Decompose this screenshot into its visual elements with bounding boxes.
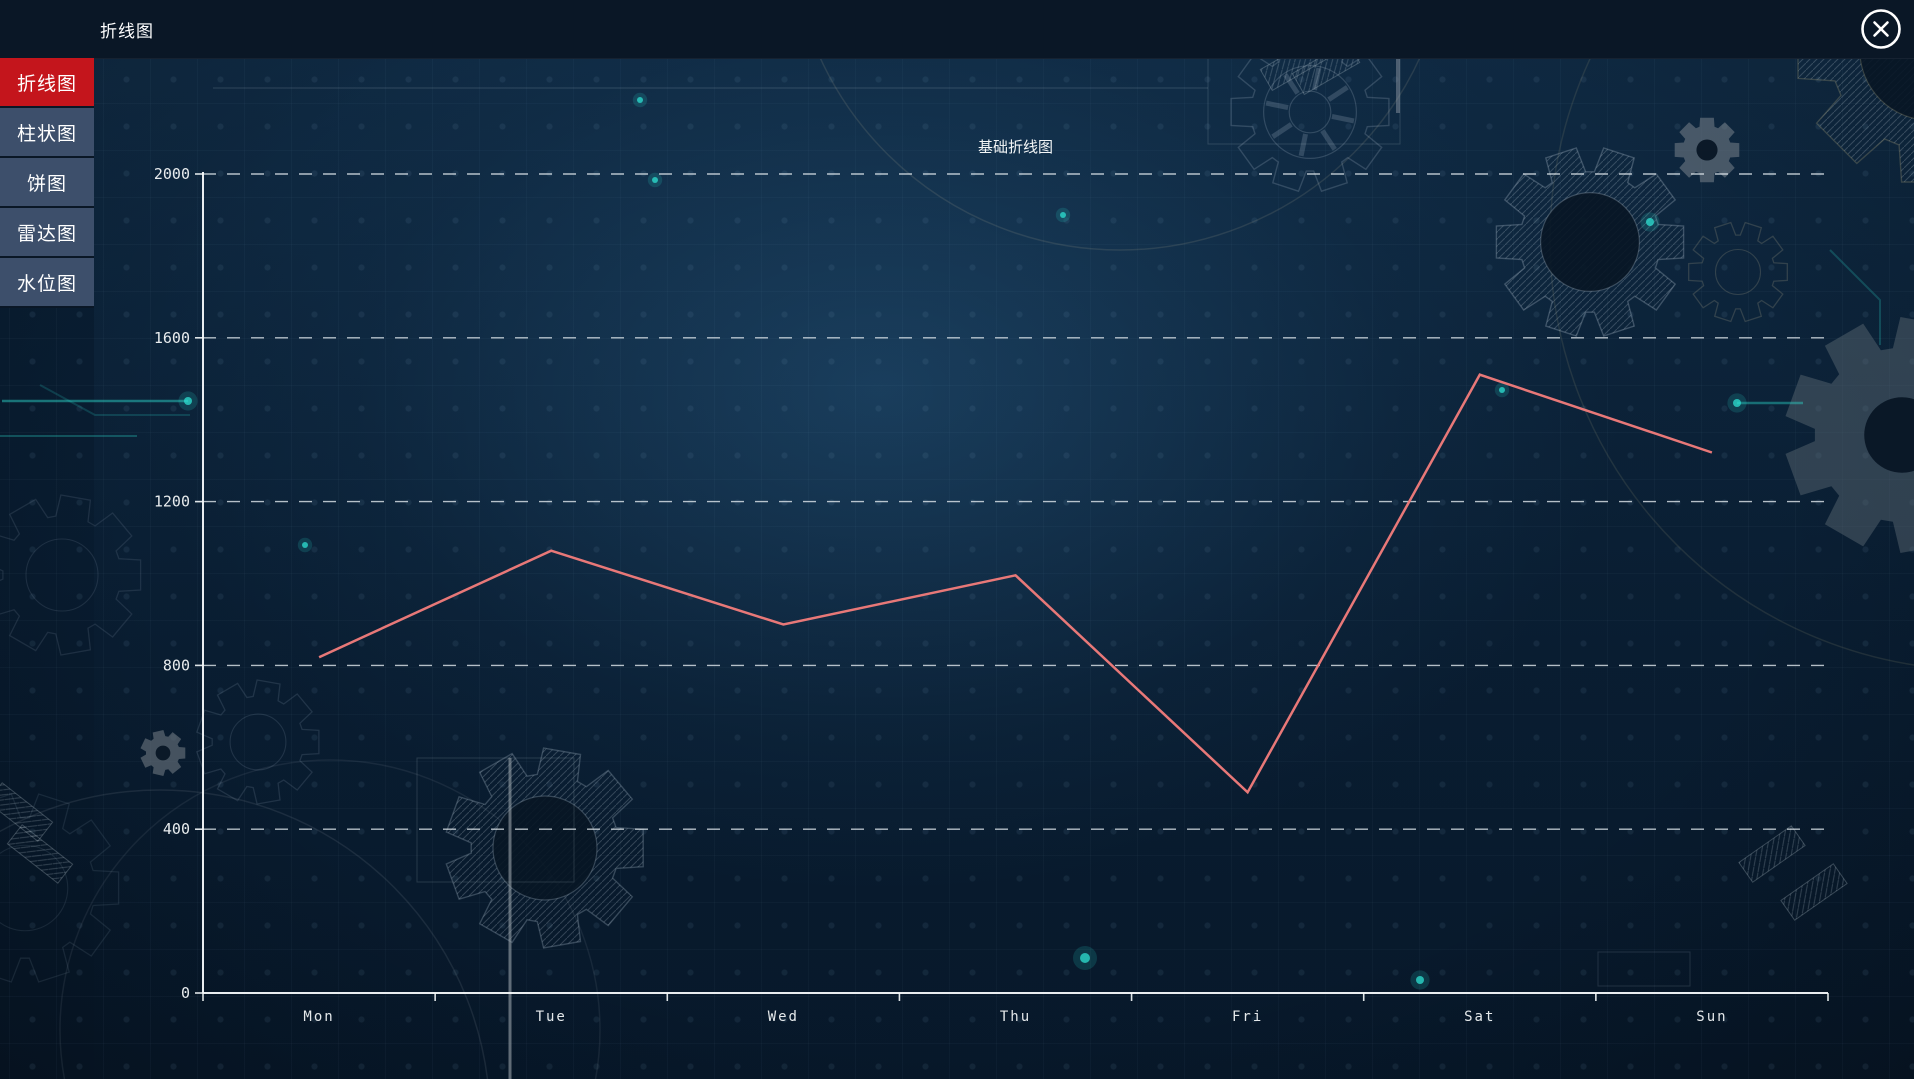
sidebar-item-pie-chart[interactable]: 饼图 [0,158,94,208]
y-axis-tick-label: 400 [163,820,190,838]
y-axis-tick-label: 2000 [154,165,190,183]
x-axis-tick-label: Sun [1696,1009,1727,1025]
circle-x-icon [1861,9,1901,49]
close-button[interactable] [1859,7,1903,51]
sidebar-item-label: 柱状图 [16,123,77,145]
sidebar-item-label: 水位图 [16,273,77,295]
sidebar-item-label: 雷达图 [16,223,77,245]
chart-type-sidebar: 折线图 柱状图 饼图 雷达图 水位图 [0,58,94,308]
x-axis-tick-label: Thu [1000,1009,1031,1025]
x-axis-tick-label: Tue [536,1009,567,1025]
y-axis-tick-label: 800 [163,656,190,674]
x-axis-tick-label: Mon [303,1009,334,1025]
line-series [318,373,1713,795]
y-axis-tick-label: 1200 [154,493,190,511]
y-axis-tick-label: 0 [181,984,190,1002]
sidebar-item-label: 折线图 [16,73,77,95]
sidebar-item-line-chart[interactable]: 折线图 [0,58,94,108]
sidebar-item-label: 饼图 [26,173,67,195]
sidebar-item-bar-chart[interactable]: 柱状图 [0,108,94,158]
axes [195,172,1829,1001]
x-axis-tick-label: Sat [1464,1009,1495,1025]
page-title: 折线图 [100,21,154,41]
sidebar-item-radar-chart[interactable]: 雷达图 [0,208,94,258]
axis-labels: 0 400 800 1200 1600 2000 Mon Tue Wed Thu Fri Sat Sun… [154,139,1727,1025]
y-axis-tick-label: 1600 [154,329,190,347]
x-axis-tick-label: Wed [768,1009,799,1025]
chart-title: 基础折线图 [978,139,1053,156]
header-bar: 折线图 [0,0,1914,59]
gridlines [203,173,1828,830]
x-axis-tick-label: Fri [1232,1009,1263,1025]
sidebar-item-liquid-chart[interactable]: 水位图 [0,258,94,308]
